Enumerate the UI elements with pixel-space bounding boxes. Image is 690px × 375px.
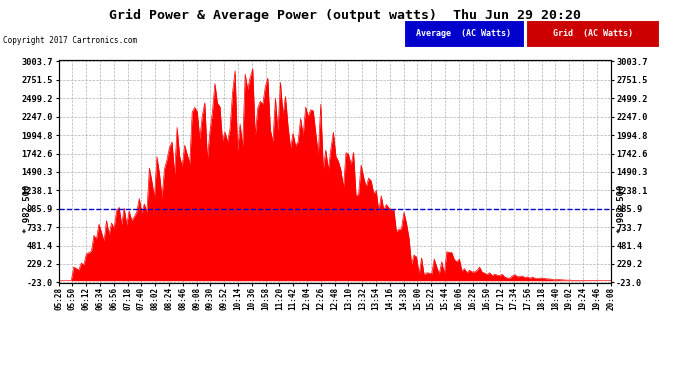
Text: * 982.500: * 982.500 bbox=[616, 185, 626, 233]
Text: Copyright 2017 Cartronics.com: Copyright 2017 Cartronics.com bbox=[3, 36, 137, 45]
Text: Grid  (AC Watts): Grid (AC Watts) bbox=[553, 29, 633, 38]
Text: * 982.500: * 982.500 bbox=[23, 185, 32, 233]
Bar bbox=[526, 20, 659, 47]
Text: Grid Power & Average Power (output watts)  Thu Jun 29 20:20: Grid Power & Average Power (output watts… bbox=[109, 9, 581, 22]
Text: Average  (AC Watts): Average (AC Watts) bbox=[416, 29, 511, 38]
Bar bbox=[404, 20, 524, 47]
